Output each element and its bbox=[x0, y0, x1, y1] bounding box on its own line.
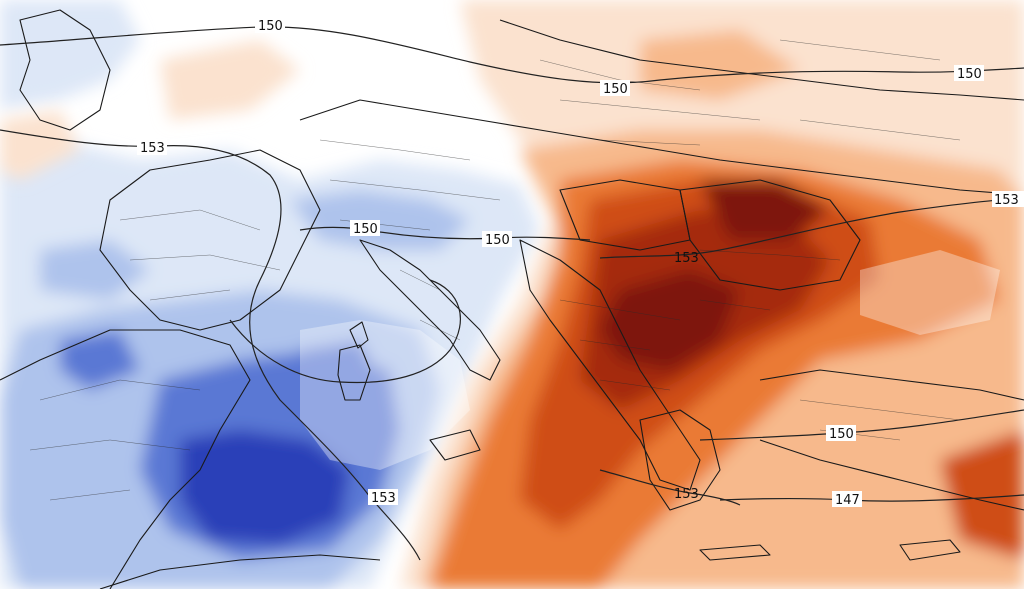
cold-anomaly-field bbox=[0, 0, 540, 589]
contour-label: 150 bbox=[829, 427, 854, 442]
contour-label-group: 150 bbox=[954, 65, 984, 82]
contour-line-153-east bbox=[599, 197, 1024, 259]
warm-extreme-anomaly-region bbox=[600, 270, 740, 370]
contour-label: 150 bbox=[258, 19, 283, 34]
region-border bbox=[779, 39, 961, 141]
contour-labels: 150 150 150 153 150 150 153 153 bbox=[137, 17, 1024, 508]
contour-line-153-greece bbox=[599, 469, 741, 506]
sicily-outline bbox=[429, 429, 481, 461]
mediterranean-sea bbox=[300, 320, 470, 470]
contour-label: 153 bbox=[371, 491, 396, 506]
contour-label: 153 bbox=[674, 251, 699, 266]
country-borders bbox=[0, 9, 1024, 589]
region-border bbox=[399, 269, 461, 341]
hungary-outline bbox=[559, 179, 691, 251]
contour-label: 153 bbox=[994, 193, 1019, 208]
contour-label-group: 150 bbox=[482, 231, 512, 248]
region-border bbox=[699, 249, 841, 311]
warm-extreme-anomaly-region bbox=[700, 180, 830, 240]
cold-pale-anomaly-region bbox=[0, 0, 140, 110]
crete-outline bbox=[699, 544, 771, 561]
warm-strong-anomaly-region bbox=[940, 430, 1024, 560]
iberia-outline bbox=[0, 329, 251, 589]
balkans-outline bbox=[519, 239, 701, 491]
contour-label-group: 153 bbox=[674, 487, 699, 502]
contour-label-group: 150 bbox=[826, 425, 856, 442]
region-border bbox=[29, 379, 201, 501]
italy-outline bbox=[359, 239, 501, 381]
region-border bbox=[559, 299, 681, 391]
contour-label: 150 bbox=[603, 82, 628, 97]
contour-line-150-low bbox=[229, 279, 461, 384]
cold-deep-anomaly-region bbox=[180, 430, 350, 545]
britain-outline bbox=[19, 9, 111, 131]
warm-light-anomaly-region bbox=[640, 30, 800, 100]
warm-pale-anomaly-region bbox=[160, 40, 300, 120]
cold-light-anomaly-region bbox=[40, 240, 150, 300]
corsica-outline bbox=[349, 321, 369, 349]
contour-label-group: 153 bbox=[368, 489, 398, 506]
contour-label: 150 bbox=[485, 233, 510, 248]
france-outline bbox=[99, 149, 321, 331]
contour-line-150-alps bbox=[299, 226, 591, 241]
contour-label: 153 bbox=[140, 141, 165, 156]
contour-label: 150 bbox=[353, 222, 378, 237]
contour-line-150-north bbox=[0, 26, 1024, 84]
contour-label-group: 153 bbox=[674, 251, 699, 266]
central-europe-outline bbox=[299, 99, 1024, 196]
contour-label-group: 153 bbox=[992, 191, 1024, 208]
contour-label: 150 bbox=[957, 67, 982, 82]
cyprus-outline bbox=[899, 539, 961, 561]
contour-label-group: 150 bbox=[350, 220, 380, 237]
turkey-outline bbox=[759, 369, 1024, 511]
eastern-europe-outline bbox=[499, 19, 1024, 101]
warm-pale-anomaly-region bbox=[0, 110, 80, 180]
warm-light-anomaly-region bbox=[820, 370, 960, 430]
seas bbox=[300, 250, 1000, 470]
contour-label-group: 153 bbox=[137, 139, 167, 156]
black-sea bbox=[860, 250, 1000, 335]
sardinia-outline bbox=[337, 344, 371, 401]
contour-label-group: 147 bbox=[832, 491, 862, 508]
contour-label: 153 bbox=[674, 487, 699, 502]
regional-borders bbox=[29, 39, 961, 501]
cold-mid-anomaly-region bbox=[60, 330, 140, 390]
region-border bbox=[119, 209, 281, 301]
contour-label: 147 bbox=[835, 493, 860, 508]
contour-label-group: 150 bbox=[255, 17, 285, 34]
cold-mid-anomaly-region bbox=[300, 340, 380, 400]
north-africa-outline bbox=[99, 554, 381, 589]
contour-label-group: 150 bbox=[600, 80, 630, 97]
